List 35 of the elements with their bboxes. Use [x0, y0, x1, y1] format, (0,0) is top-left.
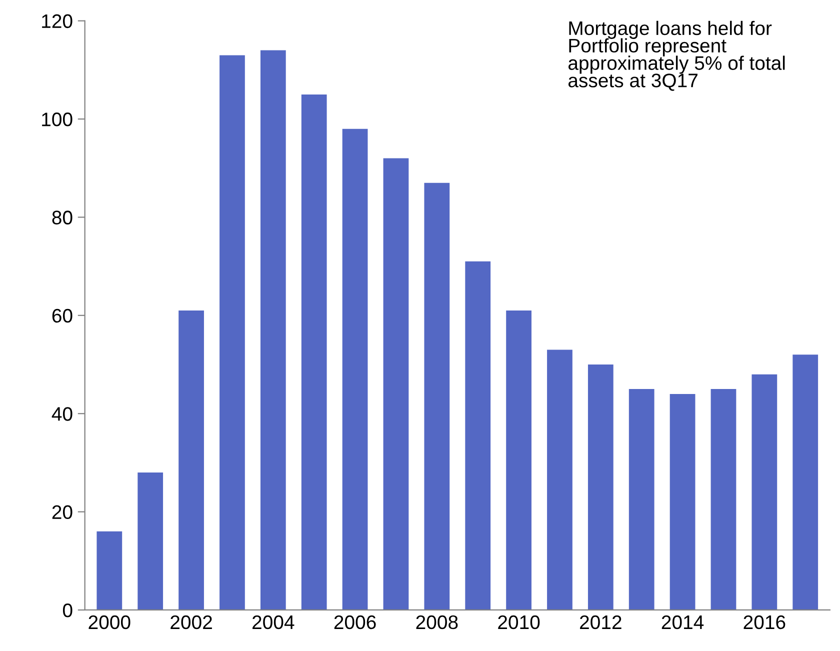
bar: [301, 94, 327, 610]
bar: [465, 261, 491, 610]
bar: [670, 394, 696, 610]
y-tick-label: 20: [52, 505, 72, 520]
bar: [424, 182, 450, 610]
bar: [588, 364, 614, 610]
bar: [792, 354, 818, 610]
y-tick-label: 0: [62, 603, 72, 618]
y-tick-label: 120: [42, 14, 72, 28]
x-tick-label: 2010: [498, 615, 540, 630]
x-tick-label: 2012: [580, 615, 622, 630]
y-tick-label: 40: [52, 407, 72, 421]
bar: [96, 531, 122, 610]
x-tick-label: 2004: [252, 615, 294, 630]
y-tick-label: 80: [52, 210, 72, 224]
bar: [752, 374, 778, 610]
bar: [342, 128, 368, 610]
x-tick-label: 2008: [416, 615, 458, 630]
bar: [178, 310, 204, 610]
bar: [506, 310, 532, 610]
bar: [383, 158, 409, 610]
x-tick-label: 2000: [88, 615, 130, 630]
x-tick-label: 2002: [170, 615, 212, 630]
x-tick-label: 2016: [744, 615, 786, 630]
x-tick-label: 2014: [662, 615, 704, 630]
y-tick-label: 60: [52, 308, 72, 323]
bar: [260, 50, 286, 610]
annotation: Mortgage loans held for Portfolio represent approximately 5% of total assets at 3Q17: [568, 20, 785, 91]
bar: [710, 389, 736, 610]
bar: [138, 472, 164, 610]
bar: [547, 350, 572, 610]
y-tick-label: 100: [42, 112, 72, 126]
bar: [628, 389, 654, 610]
bar: [220, 55, 245, 610]
x-tick-label: 2006: [334, 615, 376, 630]
